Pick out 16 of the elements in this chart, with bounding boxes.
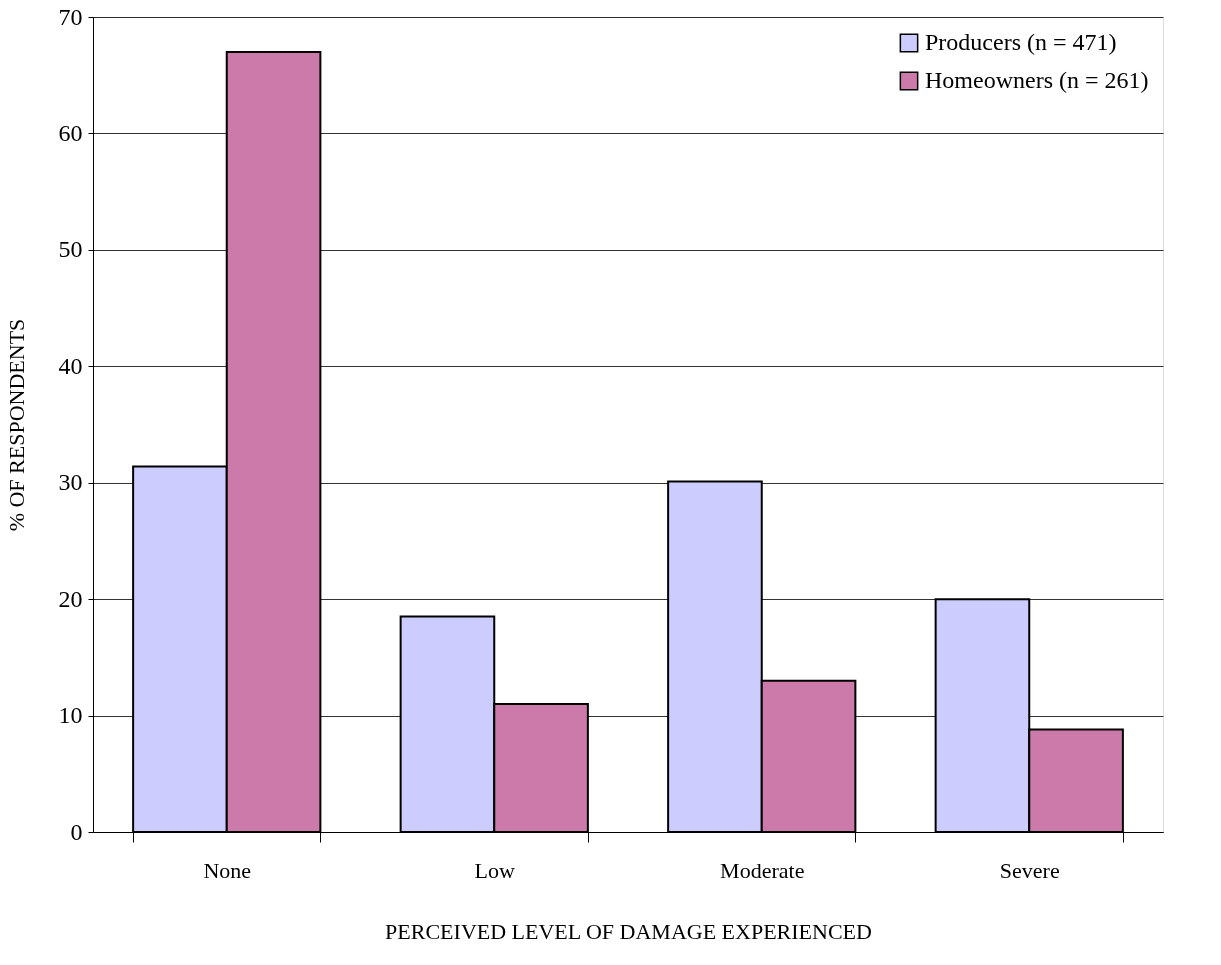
legend-label: Homeowners (n = 261) bbox=[925, 67, 1149, 93]
x-tick-label: Moderate bbox=[720, 857, 805, 883]
y-tick-label: 50 bbox=[58, 236, 83, 263]
x-tick-label: None bbox=[203, 857, 252, 883]
legend-label: Producers (n = 471) bbox=[925, 29, 1117, 55]
y-tick-label: 40 bbox=[58, 352, 83, 379]
y-tick-label: 60 bbox=[58, 119, 83, 146]
x-axis-title: PERCEIVED LEVEL OF DAMAGE EXPERIENCED bbox=[385, 918, 872, 944]
y-tick-label: 0 bbox=[70, 818, 83, 845]
y-tick-label: 30 bbox=[58, 469, 83, 496]
y-tick-label: 20 bbox=[58, 585, 83, 612]
x-tick-label: Severe bbox=[999, 857, 1060, 883]
x-tick-label: Low bbox=[474, 857, 516, 883]
y-axis-title: % OF RESPONDENTS bbox=[3, 318, 29, 532]
y-tick-label: 70 bbox=[58, 3, 83, 30]
y-tick-label: 10 bbox=[58, 702, 83, 729]
